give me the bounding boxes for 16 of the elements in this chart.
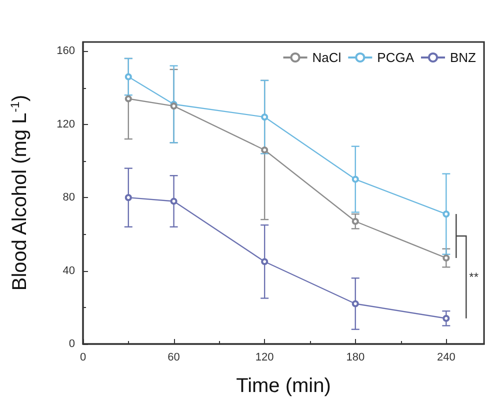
legend-label: PCGA [377, 50, 414, 65]
x-tick-label: 120 [255, 352, 274, 364]
y-tick-label: 160 [56, 45, 75, 58]
legend-label: NaCl [312, 50, 342, 65]
y-tick-label: 40 [62, 264, 75, 277]
x-tick-label: 0 [80, 352, 86, 364]
y-tick-label: 80 [62, 192, 75, 204]
y-tick-label: 120 [56, 118, 75, 130]
y-tick-label: 0 [68, 338, 75, 350]
x-tick-label: 180 [346, 352, 365, 364]
x-axis-title: Time (min) [236, 375, 331, 397]
annotation: ** [469, 270, 479, 284]
x-tick-label: 240 [436, 352, 456, 364]
y-axis-title: Blood Alcohol (mg L-1) [8, 94, 31, 291]
legend-label: BNZ [450, 50, 476, 65]
x-tick-label: 60 [168, 352, 180, 364]
